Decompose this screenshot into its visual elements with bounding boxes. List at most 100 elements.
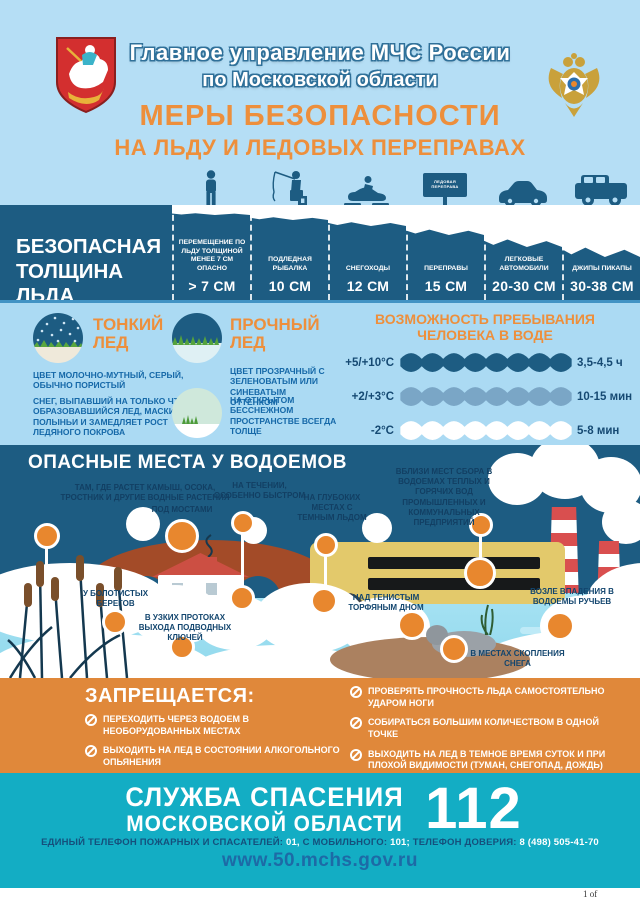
danger-label-peat: НАД ТЕНИСТЫМ ТОРФЯНЫМ ДНОМ (348, 593, 424, 613)
website-link[interactable]: www.50.mchs.gov.ru (222, 850, 418, 871)
phone-numbers-line: ЕДИНЫЙ ТЕЛЕФОН ПОЖАРНЫХ И СПАСАТЕЛЕЙ: 01… (0, 837, 640, 848)
prohibited-item: ПЕРЕХОДИТЬ ЧЕРЕЗ ВОДОЕМ В НЕОБОРУДОВАННЫ… (85, 714, 340, 737)
prohibited-item: СОБИРАТЬСЯ БОЛЬШИМ КОЛИЧЕСТВОМ В ОДНОЙ Т… (350, 717, 622, 740)
open-ice-icon (172, 388, 222, 438)
prohibited-text: ПЕРЕХОДИТЬ ЧЕРЕЗ ВОДОЕМ В НЕОБОРУДОВАННЫ… (103, 714, 250, 736)
danger-label-marshy: У БОЛОТИСТЫХ БЕРЕГОВ (82, 589, 149, 609)
danger-label-current: НА ТЕЧЕНИИ, ОСОБЕННО БЫСТРОМ (213, 481, 306, 501)
transport-icons-row: ЛЕДОВАЯ ПЕРЕПРАВА (0, 170, 640, 209)
car-icon (499, 181, 547, 207)
org-name-line2: по Московской области (202, 69, 438, 91)
footer: СЛУЖБА СПАСЕНИЯ МОСКОВСКОЙ ОБЛАСТИ 112 Е… (0, 773, 640, 888)
jeep-icon (575, 175, 627, 206)
rescue-service-line2: МОСКОВСКОЙ ОБЛАСТИ (126, 810, 403, 836)
prohibited-text: СОБИРАТЬСЯ БОЛЬШИМ КОЛИЧЕСТВОМ В ОДНОЙ Т… (368, 717, 599, 740)
danger-marker (310, 587, 338, 615)
poster-title-line2: НА ЛЬДУ И ЛЕДОВЫХ ПЕРЕПРАВАХ (114, 135, 526, 160)
prohibited-item: ПРОВЕРЯТЬ ПРОЧНОСТЬ ЛЬДА САМОСТОЯТЕЛЬНО … (350, 686, 622, 709)
thin-ice-icon (33, 313, 83, 363)
survival-time: 3,5-4,5 ч (577, 357, 623, 369)
danger-marker (102, 609, 128, 635)
mchs-emblem-icon (548, 53, 600, 117)
chimney-smoke-icon (205, 534, 213, 557)
danger-label-streams: ВОЗЛЕ ВПАДЕНИЯ В ВОДОЕМЫ РУЧЬЕВ (530, 587, 614, 607)
pedestrian-icon (206, 170, 216, 207)
column-value: 30-38 СМ (570, 278, 634, 294)
ice-types-section: ТОНКИЙ ЛЕД ЦВЕТ МОЛОЧНО-МУТНЫЙ, СЕРЫЙ, О… (0, 300, 640, 445)
strong-ice-desc2: НА ОТКРЫТОМ БЕССНЕЖНОМ ПРОСТРАНСТВЕ ВСЕГ… (230, 395, 337, 437)
table-column-cars: ЛЕГКОВЫЕ АВТОМОБИЛИ 20-30 СМ (484, 205, 562, 300)
rescue-service-name: СЛУЖБА СПАСЕНИЯ МОСКОВСКОЙ ОБЛАСТИ (125, 782, 404, 836)
danger-section-title: ОПАСНЫЕ МЕСТА У ВОДОЕМОВ (28, 452, 348, 473)
column-value: 10 СМ (268, 278, 312, 294)
danger-label-bridges: ПОД МОСТАМИ (151, 505, 213, 514)
danger-marker (397, 610, 427, 640)
column-value: 20-30 СМ (492, 278, 556, 294)
prohibited-text: ВЫХОДИТЬ НА ЛЕД В СОСТОЯНИИ АЛКОГОЛЬНОГО… (103, 745, 340, 768)
column-value: 15 СМ (424, 278, 468, 294)
prohibited-right-column: ПРОВЕРЯТЬ ПРОЧНОСТЬ ЛЬДА САМОСТОЯТЕЛЬНО … (350, 686, 622, 780)
thin-ice-title: ТОНКИЙ ЛЕД (93, 315, 164, 352)
org-name-line1: Главное управление МЧС России (129, 40, 511, 65)
column-label: СНЕГОХОДЫ (345, 265, 391, 273)
table-title: БЕЗОПАСНАЯ ТОЛЩИНА ЛЬДА (16, 235, 162, 308)
temperature-label: -2°С (370, 425, 394, 437)
danger-marker (464, 557, 496, 589)
thin-ice-desc2: СНЕГ, ВЫПАВШИЙ НА ТОЛЬКО ЧТО ОБРАЗОВАВШИ… (33, 396, 197, 438)
tree-icon (362, 513, 392, 543)
phone-label: ЕДИНЫЙ ТЕЛЕФОН ПОЖАРНЫХ И СПАСАТЕЛЕЙ: (41, 837, 284, 848)
temperature-label: +5/+10°С (345, 357, 394, 369)
water-survival-title-line2: ЧЕЛОВЕКА В ВОДЕ (417, 327, 553, 344)
danger-label-springs: В УЗКИХ ПРОТОКАХ ВЫХОДА ПОДВОДНЫХ КЛЮЧЕЙ (138, 613, 232, 643)
strong-ice-desc1: ЦВЕТ ПРОЗРАЧНЫЙ С ЗЕЛЕНОВАТЫМ ИЛИ СИНЕВА… (230, 366, 325, 408)
danger-marker (469, 513, 493, 537)
danger-label-deep: НА ГЛУБОКИХ МЕСТАХ С ТЕМНЫМ ЛЬДОМ (297, 493, 367, 523)
poster-title-line1: МЕРЫ БЕЗОПАСНОСТИ (139, 100, 501, 132)
danger-marker (440, 635, 468, 663)
wave-band-white (400, 421, 572, 441)
moscow-oblast-coat-of-arms-icon (56, 37, 116, 114)
survival-row-freezing: -2°С 5-8 мин (336, 417, 619, 445)
survival-row-warm: +5/+10°С 3,5-4,5 ч (336, 349, 623, 377)
prohibited-icon (85, 714, 97, 726)
header: Главное управление МЧС России по Московс… (0, 0, 640, 205)
prohibited-icon (350, 686, 362, 698)
thin-ice-desc1: ЦВЕТ МОЛОЧНО-МУТНЫЙ, СЕРЫЙ, ОБЫЧНО ПОРИС… (33, 370, 184, 391)
phone-label: С МОБИЛЬНОГО: (302, 837, 388, 848)
phone-value: 8 (498) 505-41-70 (519, 837, 599, 848)
danger-marker (314, 533, 338, 557)
prohibited-item: ВЫХОДИТЬ НА ЛЕД В ТЕМНОЕ ВРЕМЯ СУТОК И П… (350, 748, 622, 772)
tree-icon (126, 507, 160, 541)
table-column-fishing: ПОДЛЕДНАЯ РЫБАЛКА 10 СМ (250, 205, 328, 300)
phone-value: 101; (390, 837, 410, 848)
danger-label-industrial: ВБЛИЗИ МЕСТ СБОРА В ВОДОЕМАХ ТЕПЛЫХ И ГО… (395, 467, 493, 528)
danger-label-reeds: ТАМ, ГДЕ РАСТЕТ КАМЫШ, ОСОКА, ТРОСТНИК И… (60, 483, 230, 503)
danger-places-scene: ОПАСНЫЕ МЕСТА У ВОДОЕМОВ ТАМ, ГДЕ РАСТЕТ… (0, 445, 640, 678)
water-survival-title-line1: ВОЗМОЖНОСТЬ ПРЕБЫВАНИЯ (375, 311, 595, 327)
wave-band-dark (400, 353, 572, 373)
prohibited-icon (350, 748, 362, 761)
column-value: 12 СМ (346, 278, 390, 294)
danger-label-snowdrifts: В МЕСТАХ СКОПЛЕНИЯ СНЕГА (470, 649, 565, 669)
snowmobile-icon (344, 176, 389, 206)
survival-time: 5-8 мин (577, 425, 620, 437)
danger-marker (545, 611, 575, 641)
rescue-service-line1: СЛУЖБА СПАСЕНИЯ (125, 782, 404, 813)
table-column-snowmobile: СНЕГОХОДЫ 12 СМ (328, 205, 406, 300)
ice-fishing-icon (272, 171, 307, 206)
prohibited-icon (85, 745, 97, 758)
table-column-jeeps: ДЖИПЫ ПИКАПЫ 30-38 СМ (562, 205, 640, 300)
danger-marker (165, 519, 199, 553)
survival-time: 10-15 мин (577, 391, 633, 403)
danger-marker (231, 511, 255, 535)
ice-crossing-sign-text: ЛЕДОВАЯ ПЕРЕПРАВА (423, 173, 467, 197)
table-column-crossings: ПЕРЕПРАВЫ 15 СМ (406, 205, 484, 300)
wave-band-mid (400, 387, 572, 407)
smoke-cloud (602, 500, 640, 544)
page-artifact: 1 of (583, 889, 598, 899)
danger-marker (169, 634, 195, 660)
temperature-label: +2/+3°С (351, 391, 394, 403)
safe-ice-thickness-table: БЕЗОПАСНАЯ ТОЛЩИНА ЛЬДА ПЕРЕМЕЩЕНИЕ ПО Л… (0, 205, 640, 308)
emergency-number: 112 (425, 776, 522, 841)
